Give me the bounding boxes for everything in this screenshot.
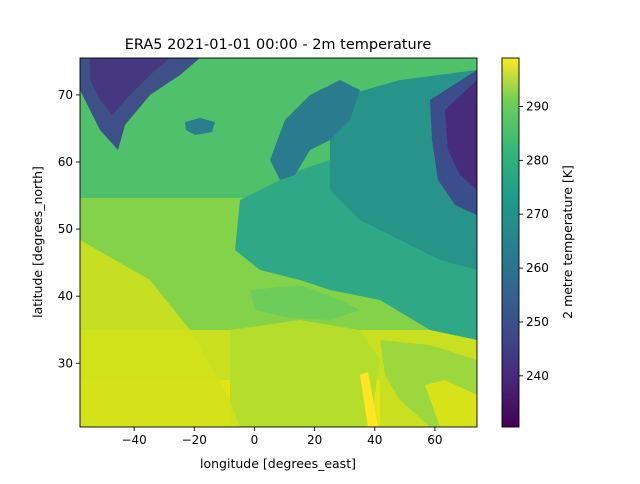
field-iceland	[185, 118, 215, 135]
y-axis-ticks: 30 40 50 60 70	[58, 88, 80, 370]
colorbar-tick-label: 270	[526, 207, 549, 221]
colorbar-tick-label: 280	[526, 153, 549, 167]
x-tick-label: 20	[307, 433, 322, 447]
field-arabia-coast-hot	[425, 380, 477, 427]
x-tick-label: 0	[251, 433, 259, 447]
colorbar	[501, 57, 520, 428]
x-axis-ticks: −40 −20 0 20 40 60	[121, 427, 443, 447]
field-subtropical-atlantic	[80, 240, 240, 427]
x-tick-label: 40	[367, 433, 382, 447]
x-axis-label: longitude [degrees_east]	[200, 456, 356, 471]
x-tick-label: 60	[427, 433, 442, 447]
colorbar-tick-label: 250	[526, 315, 549, 329]
heatmap-field	[80, 58, 477, 427]
y-tick-label: 50	[58, 222, 73, 236]
field-greenland-core	[90, 58, 170, 115]
field-scandinavia	[270, 80, 360, 180]
x-tick-label: −20	[182, 433, 207, 447]
chart-title: ERA5 2021-01-01 00:00 - 2m temperature	[125, 37, 432, 53]
field-mediterranean	[250, 285, 360, 320]
colorbar-ticks: 240 250 260 270 280 290	[519, 99, 549, 383]
y-axis-label: latitude [degrees_north]	[30, 166, 45, 318]
colorbar-tick-label: 290	[526, 99, 549, 113]
x-tick-label: −40	[121, 433, 146, 447]
y-tick-label: 60	[58, 155, 73, 169]
field-sahara	[230, 320, 380, 427]
y-tick-label: 70	[58, 88, 73, 102]
colorbar-tick-label: 260	[526, 261, 549, 275]
y-tick-label: 40	[58, 289, 73, 303]
colorbar-label: 2 metre temperature [K]	[560, 165, 575, 319]
field-red-sea-hot	[360, 372, 378, 427]
colorbar-tick-label: 240	[526, 369, 549, 383]
y-tick-label: 30	[58, 356, 73, 370]
plot-frame	[79, 57, 478, 428]
field-siberia-coldest	[445, 80, 477, 190]
